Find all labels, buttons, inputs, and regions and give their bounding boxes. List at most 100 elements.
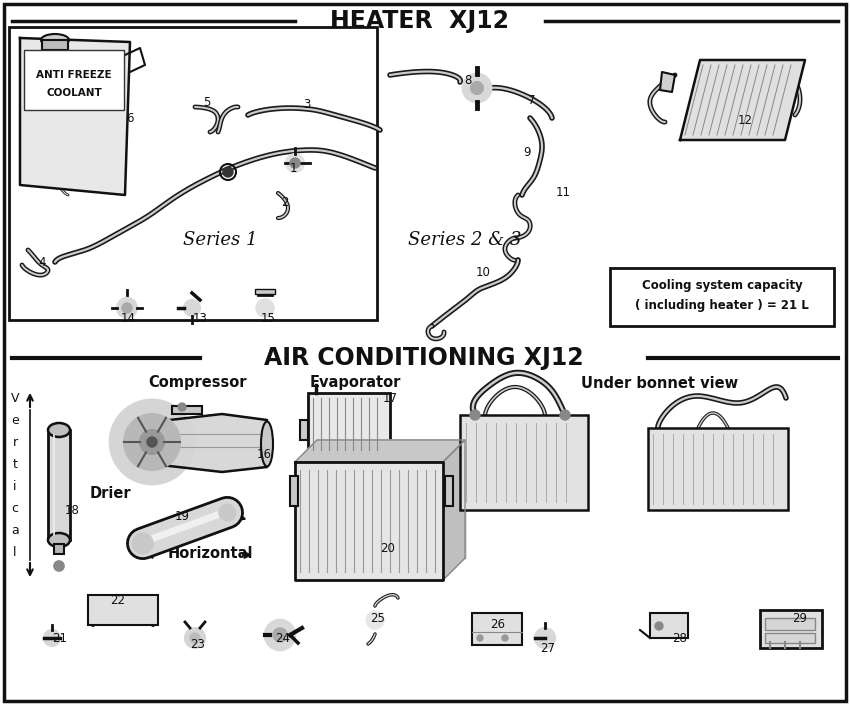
Text: r: r	[13, 436, 18, 448]
Text: ( including heater ) = 21 L: ( including heater ) = 21 L	[635, 300, 809, 312]
Circle shape	[140, 430, 164, 454]
Ellipse shape	[41, 34, 69, 46]
Bar	[88, 595, 158, 625]
Bar	[172, 406, 202, 414]
Text: HEATER  XJ12: HEATER XJ12	[331, 9, 509, 33]
Text: l: l	[14, 546, 17, 558]
Text: 5: 5	[203, 95, 211, 109]
Bar	[472, 613, 522, 645]
Circle shape	[178, 403, 186, 411]
Text: Evaporator: Evaporator	[309, 376, 400, 391]
Text: 8: 8	[464, 73, 472, 87]
Text: AIR CONDITIONING XJ12: AIR CONDITIONING XJ12	[264, 346, 584, 370]
Text: 14: 14	[121, 312, 135, 324]
Bar	[300, 420, 308, 440]
Text: 15: 15	[261, 312, 275, 324]
Text: i: i	[14, 479, 17, 493]
Circle shape	[122, 303, 132, 313]
Circle shape	[184, 300, 200, 316]
Polygon shape	[152, 414, 267, 472]
Text: Series 1: Series 1	[183, 231, 258, 249]
Bar	[760, 610, 822, 648]
Polygon shape	[317, 440, 465, 558]
Ellipse shape	[261, 422, 273, 467]
Text: t: t	[13, 458, 18, 470]
Bar	[648, 428, 788, 510]
Text: 9: 9	[524, 145, 530, 159]
Polygon shape	[295, 462, 443, 580]
Circle shape	[366, 611, 384, 629]
Text: 11: 11	[556, 185, 570, 199]
Text: a: a	[11, 524, 19, 537]
Text: 24: 24	[275, 632, 291, 644]
Text: 25: 25	[371, 611, 385, 625]
Text: c: c	[12, 501, 19, 515]
Circle shape	[273, 628, 287, 642]
Text: 20: 20	[381, 541, 395, 555]
Bar	[48, 430, 70, 540]
Text: COOLANT: COOLANT	[46, 88, 102, 98]
Text: 23: 23	[190, 639, 206, 651]
Circle shape	[535, 628, 555, 648]
Text: 12: 12	[738, 114, 752, 126]
Polygon shape	[443, 440, 465, 580]
Polygon shape	[295, 440, 465, 462]
Circle shape	[44, 630, 60, 646]
Circle shape	[147, 437, 157, 447]
Bar	[290, 476, 298, 506]
Circle shape	[54, 561, 64, 571]
Circle shape	[470, 410, 480, 420]
Text: Drier: Drier	[90, 486, 132, 501]
Circle shape	[286, 154, 304, 172]
Text: 6: 6	[127, 111, 133, 125]
Polygon shape	[660, 72, 675, 92]
Circle shape	[190, 633, 200, 643]
Bar	[308, 393, 390, 455]
Text: 17: 17	[382, 391, 398, 405]
Bar	[42, 40, 68, 50]
Ellipse shape	[48, 533, 70, 547]
Text: 19: 19	[174, 510, 190, 524]
Bar	[255, 289, 275, 294]
Bar	[9, 27, 377, 320]
Circle shape	[560, 410, 570, 420]
Circle shape	[463, 74, 491, 102]
Text: 1: 1	[289, 161, 297, 175]
Text: 13: 13	[193, 312, 207, 324]
Circle shape	[256, 299, 274, 317]
Text: 21: 21	[53, 632, 67, 644]
Polygon shape	[20, 38, 130, 195]
Circle shape	[110, 400, 194, 484]
Circle shape	[265, 620, 295, 650]
Circle shape	[223, 167, 233, 177]
Text: Horizontal: Horizontal	[167, 546, 252, 560]
Bar	[445, 476, 453, 506]
Text: ANTI FREEZE: ANTI FREEZE	[37, 70, 112, 80]
Text: 29: 29	[792, 611, 808, 625]
Polygon shape	[680, 60, 805, 140]
Ellipse shape	[48, 423, 70, 437]
Circle shape	[185, 628, 205, 648]
Text: 7: 7	[528, 94, 536, 106]
Text: 26: 26	[490, 618, 506, 632]
Text: 27: 27	[541, 642, 556, 654]
Text: 10: 10	[475, 266, 490, 278]
Circle shape	[117, 298, 137, 318]
Text: 28: 28	[672, 632, 688, 644]
Bar	[54, 544, 64, 554]
Circle shape	[290, 158, 300, 168]
Circle shape	[471, 82, 483, 94]
Bar	[765, 618, 815, 630]
Text: Compressor: Compressor	[149, 376, 247, 391]
Text: 3: 3	[303, 99, 311, 111]
Text: V: V	[11, 391, 20, 405]
Circle shape	[477, 635, 483, 641]
Circle shape	[502, 635, 508, 641]
Text: Under bonnet view: Under bonnet view	[581, 376, 739, 391]
Text: Cooling system capacity: Cooling system capacity	[642, 279, 802, 293]
Text: Series 2 & 3: Series 2 & 3	[408, 231, 522, 249]
Bar	[24, 50, 124, 110]
Circle shape	[133, 534, 153, 553]
Text: 4: 4	[38, 255, 46, 269]
Text: 22: 22	[110, 594, 126, 606]
